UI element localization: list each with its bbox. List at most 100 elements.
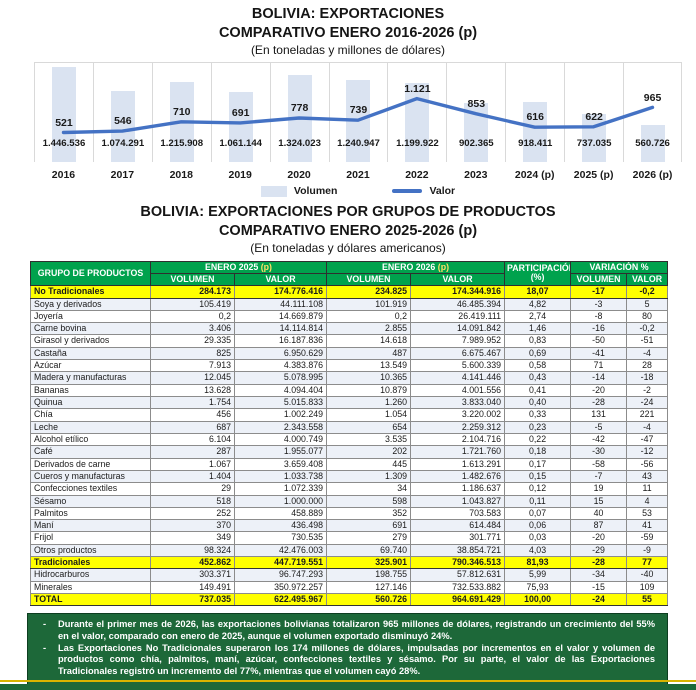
- table-cell: 13.628: [150, 383, 235, 398]
- header-enero-2026-p: (p): [435, 261, 450, 272]
- x-axis-label: 2021: [346, 169, 370, 182]
- header-variacion-volumen: VOLUMEN: [570, 272, 628, 287]
- table-row: Chía 456 1.002.249 1.054 3.220.002 0,33 131 221: [30, 408, 669, 422]
- legend-volumen-swatch: [260, 185, 287, 197]
- table-cell: -9: [626, 543, 669, 558]
- table-cell: 456: [150, 408, 235, 422]
- table-cell: 14.114.814: [233, 322, 328, 336]
- table-cell: Derivados de carne: [30, 457, 151, 471]
- table-cell: 57.812.631: [410, 568, 506, 582]
- valor-value-label: 622: [585, 111, 603, 124]
- table-cell: -0,2: [626, 285, 669, 299]
- table-cell: 174.344.916: [410, 285, 506, 299]
- table-cell: 284.173: [150, 285, 235, 299]
- table-cell: 1.754: [150, 395, 235, 410]
- valor-value-label: 965: [643, 91, 662, 104]
- x-axis-label: 2019: [228, 169, 252, 182]
- legend-valor-swatch: [392, 189, 423, 194]
- table-cell: Bananas: [30, 383, 151, 398]
- table-cell: 98.324: [150, 543, 235, 558]
- table-cell: 0,07: [504, 506, 572, 521]
- table-row: TOTAL 737.035 622.495.967 560.726 964.691.42…: [30, 592, 669, 607]
- x-axis-label: 2018: [169, 169, 193, 182]
- table-cell: 1.186.637: [410, 482, 506, 496]
- table-cell: 5: [626, 297, 669, 311]
- table-title-block: BOLIVIA: EXPORTACIONES POR GRUPOS DE PRO…: [0, 203, 696, 256]
- table-cell: 34: [326, 482, 412, 496]
- table-cell: 11: [626, 482, 669, 496]
- table-cell: 100,00: [504, 592, 572, 607]
- table-row: Café 287 1.955.077 202 1.721.760 0,18 -30 -12: [30, 445, 669, 459]
- table-cell: -59: [626, 531, 669, 545]
- header-variacion-valor: VALOR: [626, 272, 669, 287]
- table-cell: -51: [626, 334, 669, 348]
- table-cell: 0,58: [504, 359, 572, 373]
- table-cell: -20: [570, 531, 628, 545]
- volumen-value-label: 1.446.536: [42, 138, 86, 150]
- table-cell: 447.719.551: [233, 556, 328, 570]
- table-cell: Sésamo: [30, 494, 151, 508]
- table-cell: 3.406: [150, 322, 235, 336]
- summary-bullet: Durante el primer mes de 2026, las expor…: [38, 619, 655, 642]
- table-cell: 370: [150, 519, 235, 533]
- header-participacion: PARTICIPACIÓN (%): [504, 260, 572, 287]
- table-cell: 105.419: [150, 297, 235, 311]
- table-cell: 77: [626, 556, 669, 570]
- table-cell: 127.146: [326, 580, 412, 595]
- table-row: Girasol y derivados 29.335 16.187.836 14.61…: [30, 334, 669, 348]
- table-cell: 14.091.842: [410, 322, 506, 336]
- table-title-line1: BOLIVIA: EXPORTACIONES POR GRUPOS DE PRO…: [140, 204, 556, 221]
- header-volumen-2026: VOLUMEN: [326, 272, 412, 287]
- table-cell: 0,06: [504, 519, 572, 533]
- volumen-value-label: 1.215.908: [160, 138, 204, 150]
- table-cell: 687: [150, 420, 235, 434]
- table-cell: Madera y manufacturas: [30, 371, 151, 385]
- table-cell: 452.862: [150, 556, 235, 570]
- table-cell: 0,03: [504, 531, 572, 545]
- table-cell: Café: [30, 445, 151, 459]
- table-cell: 436.498: [233, 519, 328, 533]
- products-table: GRUPO DE PRODUCTOS ENERO 2025 (p) ENERO …: [30, 260, 669, 607]
- table-cell: 87: [570, 519, 628, 533]
- table-cell: 1.002.249: [233, 408, 328, 422]
- table-cell: 0,40: [504, 395, 572, 410]
- table-cell: 4: [626, 494, 669, 508]
- table-cell: 1.043.827: [410, 494, 506, 508]
- table-cell: 12.045: [150, 371, 235, 385]
- table-cell: Leche: [30, 420, 151, 434]
- table-cell: Palmitos: [30, 506, 151, 521]
- table-cell: 0,43: [504, 371, 572, 385]
- table-cell: 10.879: [326, 383, 412, 398]
- table-cell: 3.833.040: [410, 395, 506, 410]
- table-row: Tradicionales 452.862 447.719.551 325.901 79…: [30, 556, 669, 570]
- volumen-bar: [169, 82, 194, 163]
- table-cell: 1.482.676: [410, 469, 506, 484]
- table-cell: -42: [570, 432, 628, 447]
- table-header: GRUPO DE PRODUCTOS ENERO 2025 (p) ENERO …: [30, 260, 669, 287]
- table-cell: 101.919: [326, 297, 412, 311]
- table-cell: 16.187.836: [233, 334, 328, 348]
- table-cell: 303.371: [150, 568, 235, 582]
- table-cell: TOTAL: [30, 592, 151, 607]
- volumen-bar: [346, 80, 371, 163]
- volumen-value-label: 1.240.947: [337, 138, 380, 150]
- table-cell: -2: [626, 383, 669, 398]
- chart-column: 902.365 853: [446, 63, 505, 163]
- table-cell: 732.533.882: [410, 580, 506, 595]
- table-row: Madera y manufacturas 12.045 5.078.995 10.3…: [30, 371, 669, 385]
- volumen-value-label: 918.411: [518, 138, 553, 150]
- table-cell: 4.094.404: [233, 383, 328, 398]
- table-cell: 149.491: [150, 580, 235, 595]
- table-cell: Chía: [30, 408, 151, 422]
- table-row: Bananas 13.628 4.094.404 10.879 4.001.556 0,4…: [30, 383, 669, 398]
- table-cell: 790.346.513: [410, 556, 506, 570]
- table-row: Quinua 1.754 5.015.833 1.260 3.833.040 0,40 -2…: [30, 395, 669, 410]
- table-cell: 350.972.257: [233, 580, 328, 595]
- table-cell: -12: [626, 445, 669, 459]
- table-cell: 279: [326, 531, 412, 545]
- table-cell: 1.721.760: [410, 445, 506, 459]
- table-row: Carne bovina 3.406 14.114.814 2.855 14.091.8…: [30, 322, 669, 336]
- table-cell: 0,2: [326, 309, 412, 324]
- table-cell: -28: [570, 556, 628, 570]
